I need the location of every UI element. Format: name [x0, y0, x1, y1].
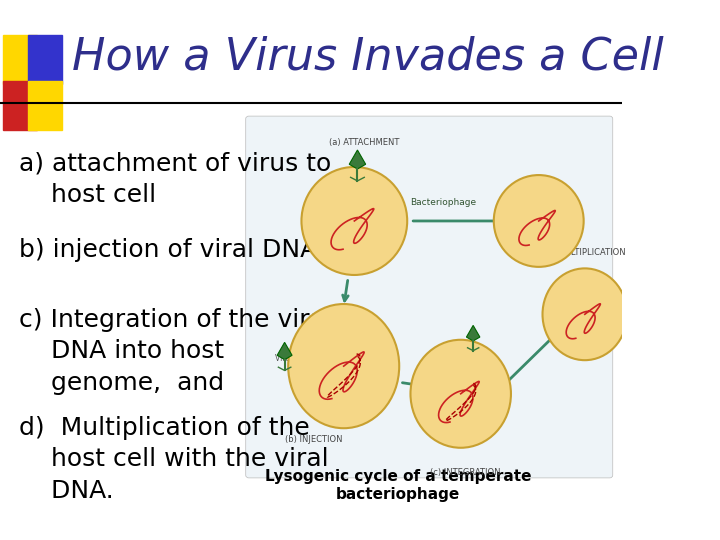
Text: Host cell: Host cell	[542, 219, 581, 228]
Bar	[3, 81, 37, 130]
Text: (d) CELL MULTIPLICATION: (d) CELL MULTIPLICATION	[520, 248, 625, 257]
FancyBboxPatch shape	[246, 116, 613, 478]
Text: c) Integration of the viral
    DNA into host
    genome,  and: c) Integration of the viral DNA into hos…	[19, 308, 331, 395]
Ellipse shape	[494, 175, 584, 267]
Ellipse shape	[542, 268, 627, 360]
Ellipse shape	[302, 167, 408, 275]
Text: (a) ATTACHMENT: (a) ATTACHMENT	[330, 138, 400, 147]
Ellipse shape	[410, 340, 511, 448]
Polygon shape	[349, 150, 366, 169]
Text: (b) INJECTION: (b) INJECTION	[284, 435, 342, 444]
Text: b) injection of viral DNA: b) injection of viral DNA	[19, 238, 317, 261]
Text: d)  Multiplication of the
    host cell with the viral
    DNA.: d) Multiplication of the host cell with …	[19, 416, 328, 503]
Bar	[3, 35, 37, 84]
Ellipse shape	[288, 304, 399, 428]
Text: (c) INTEGRATION: (c) INTEGRATION	[430, 468, 500, 477]
Polygon shape	[467, 326, 480, 341]
Bar	[28, 35, 62, 84]
Text: Viral nucleic acid: Viral nucleic acid	[275, 354, 341, 363]
Text: Host cell
genome: Host cell genome	[350, 360, 383, 379]
Text: a) attachment of virus to
    host cell: a) attachment of virus to host cell	[19, 151, 331, 207]
Text: How a Virus Invades a Cell: How a Virus Invades a Cell	[71, 35, 663, 78]
Bar	[28, 81, 62, 130]
Text: Bacteriophage: Bacteriophage	[410, 198, 477, 207]
Text: Lysogenic cycle of a temperate
bacteriophage: Lysogenic cycle of a temperate bacteriop…	[265, 469, 531, 502]
Polygon shape	[277, 342, 292, 360]
